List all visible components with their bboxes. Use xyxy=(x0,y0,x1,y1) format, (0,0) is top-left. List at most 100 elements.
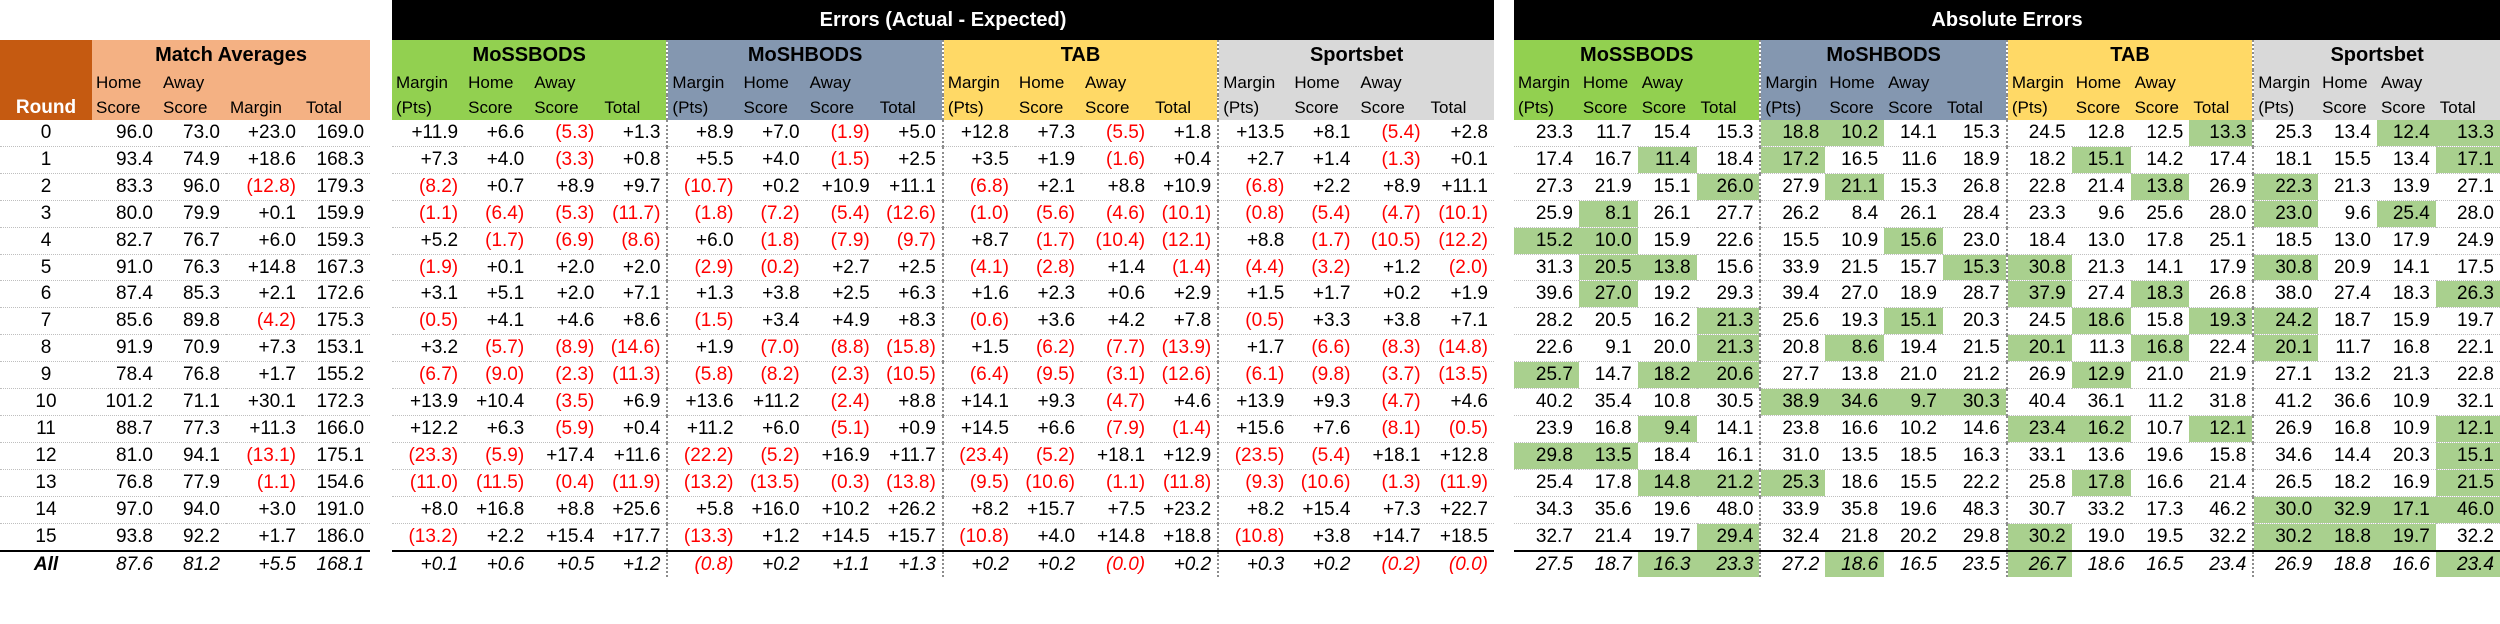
err-value: +18.8 xyxy=(1151,523,1220,552)
abs-value: 25.6 xyxy=(1760,307,1826,336)
err-value: (2.3) xyxy=(805,361,876,390)
err-value: (6.2) xyxy=(1014,334,1082,363)
err-value: +4.0 xyxy=(464,146,531,174)
abs-value: 34.3 xyxy=(1514,496,1579,524)
abs-value: 27.1 xyxy=(2435,173,2500,201)
round-header-label: Round xyxy=(0,95,92,120)
err-value: +14.5 xyxy=(942,415,1015,443)
abs-value: 21.3 xyxy=(2376,361,2436,390)
absolute-errors-table: Absolute Errors MoSSBODS MoSHBODS TAB Sports… xyxy=(1514,0,2500,578)
err-value: +4.0 xyxy=(1014,523,1082,552)
abs-value: 9.7 xyxy=(1884,388,1943,416)
err-value: (13.5) xyxy=(1426,361,1494,390)
avg-col-header: Total xyxy=(302,95,371,120)
abs-value: 21.9 xyxy=(1578,173,1638,201)
avg-value: 87.4 xyxy=(92,280,159,309)
table-row: (8.2) +0.7 +8.9 +9.7 (10.7) +0.2 +10.9 +11.1 (6.… xyxy=(392,173,1494,201)
err-value: +0.1 xyxy=(1426,146,1494,174)
err-value: +0.2 xyxy=(1151,549,1220,578)
abs-value: 18.6 xyxy=(2071,307,2131,336)
err-value: +7.5 xyxy=(1081,496,1152,524)
err-value: +6.3 xyxy=(464,415,531,443)
err-value: +1.3 xyxy=(875,549,944,578)
err-value: (10.8) xyxy=(942,523,1015,552)
round-number: 9 xyxy=(0,361,92,390)
abs-value: 16.9 xyxy=(2376,469,2436,497)
abs-section-title: Absolute Errors xyxy=(1514,0,2500,40)
abs-col-header: (Pts) xyxy=(2253,95,2319,120)
abs-value: 13.8 xyxy=(1637,254,1697,282)
err-value: (6.6) xyxy=(1290,334,1357,363)
err-value: (13.2) xyxy=(667,469,740,497)
avg-value: (12.8) xyxy=(226,173,302,201)
err-value: (5.3) xyxy=(530,200,601,228)
avg-value: 91.0 xyxy=(92,254,159,282)
err-value: +8.0 xyxy=(392,496,465,524)
err-value: (2.8) xyxy=(1014,254,1082,282)
err-col-header: Margin xyxy=(667,70,740,95)
abs-value: 24.9 xyxy=(2435,227,2500,255)
table-row: (11.0) (11.5) (0.4) (11.9) (13.2) (13.5) (0.3)… xyxy=(392,469,1494,497)
table-row: 34.3 35.6 19.6 48.0 33.9 35.8 19.6 48.3 30.7 33.2… xyxy=(1514,496,2500,524)
err-value: (5.9) xyxy=(464,442,531,470)
abs-value: 21.8 xyxy=(1825,523,1885,552)
err-value: +0.2 xyxy=(739,173,806,201)
table-row: +3.2 (5.7) (8.9) (14.6) +1.9 (7.0) (8.8) (15.8)… xyxy=(392,334,1494,363)
err-value: +18.1 xyxy=(1356,442,1427,470)
err-value: (1.8) xyxy=(739,227,806,255)
abs-col-header: Home xyxy=(1825,70,1885,95)
abs-value: 18.5 xyxy=(2253,227,2319,255)
err-value: (1.5) xyxy=(805,146,876,174)
table-row: 3 80.0 79.9 +0.1 159.9 xyxy=(0,200,371,228)
abs-col-header: Score xyxy=(2318,95,2377,120)
abs-value: 19.6 xyxy=(1637,496,1697,524)
err-value: +5.5 xyxy=(667,146,740,174)
abs-value: 17.8 xyxy=(2130,227,2190,255)
err-col-header: Score xyxy=(805,95,876,120)
abs-value: 28.2 xyxy=(1514,307,1579,336)
err-value: (0.4) xyxy=(530,469,601,497)
table-row: 23.9 16.8 9.4 14.1 23.8 16.6 10.2 14.6 23.4 16.2 1… xyxy=(1514,415,2500,443)
err-value: (8.6) xyxy=(600,227,669,255)
abs-value: 13.0 xyxy=(2318,227,2377,255)
err-value: (3.5) xyxy=(530,388,601,416)
table-row: +7.3 +4.0 (3.3) +0.8 +5.5 +4.0 (1.5) +2.5 +3.5 +1… xyxy=(392,146,1494,174)
abs-value: 15.5 xyxy=(1884,469,1943,497)
err-value: +14.1 xyxy=(942,388,1015,416)
abs-value: 12.1 xyxy=(2189,415,2255,443)
abs-value: 25.1 xyxy=(2189,227,2255,255)
abs-value: 18.8 xyxy=(2318,523,2377,552)
err-value: +11.2 xyxy=(667,415,740,443)
err-value: +1.1 xyxy=(805,549,876,578)
abs-value: 18.2 xyxy=(1637,361,1697,390)
abs-value: 24.5 xyxy=(2006,120,2072,147)
err-value: (12.1) xyxy=(1151,227,1220,255)
abs-value: 14.4 xyxy=(2318,442,2377,470)
abs-value: 32.2 xyxy=(2189,523,2255,552)
err-col-header: Total xyxy=(1151,95,1220,120)
abs-value: 15.1 xyxy=(2435,442,2500,470)
err-value: +0.2 xyxy=(739,549,806,578)
avg-value: 167.3 xyxy=(302,254,371,282)
abs-value: 10.8 xyxy=(1637,388,1697,416)
err-value: +6.0 xyxy=(739,415,806,443)
abs-value: 21.4 xyxy=(2189,469,2255,497)
err-value: +2.2 xyxy=(1290,173,1357,201)
err-value: +6.3 xyxy=(875,280,944,309)
abs-col-header: (Pts) xyxy=(1760,95,1826,120)
table-row: 13 76.8 77.9 (1.1) 154.6 xyxy=(0,469,371,497)
err-value: (0.2) xyxy=(739,254,806,282)
err-value: +1.4 xyxy=(1081,254,1152,282)
abs-value: 16.5 xyxy=(2130,549,2190,578)
err-value: (4.7) xyxy=(1356,388,1427,416)
abs-value: 20.0 xyxy=(1637,334,1697,363)
abs-value: 21.2 xyxy=(1696,469,1762,497)
abs-value: 14.1 xyxy=(2376,254,2436,282)
abs-value: 15.9 xyxy=(1637,227,1697,255)
err-col-header: Score xyxy=(1290,95,1357,120)
err-value: (5.8) xyxy=(667,361,740,390)
table-row: (23.3) (5.9) +17.4 +11.6 (22.2) (5.2) +16.9 +11… xyxy=(392,442,1494,470)
err-value: (4.7) xyxy=(1356,200,1427,228)
avg-value: 166.0 xyxy=(302,415,371,443)
abs-value: 9.6 xyxy=(2071,200,2131,228)
